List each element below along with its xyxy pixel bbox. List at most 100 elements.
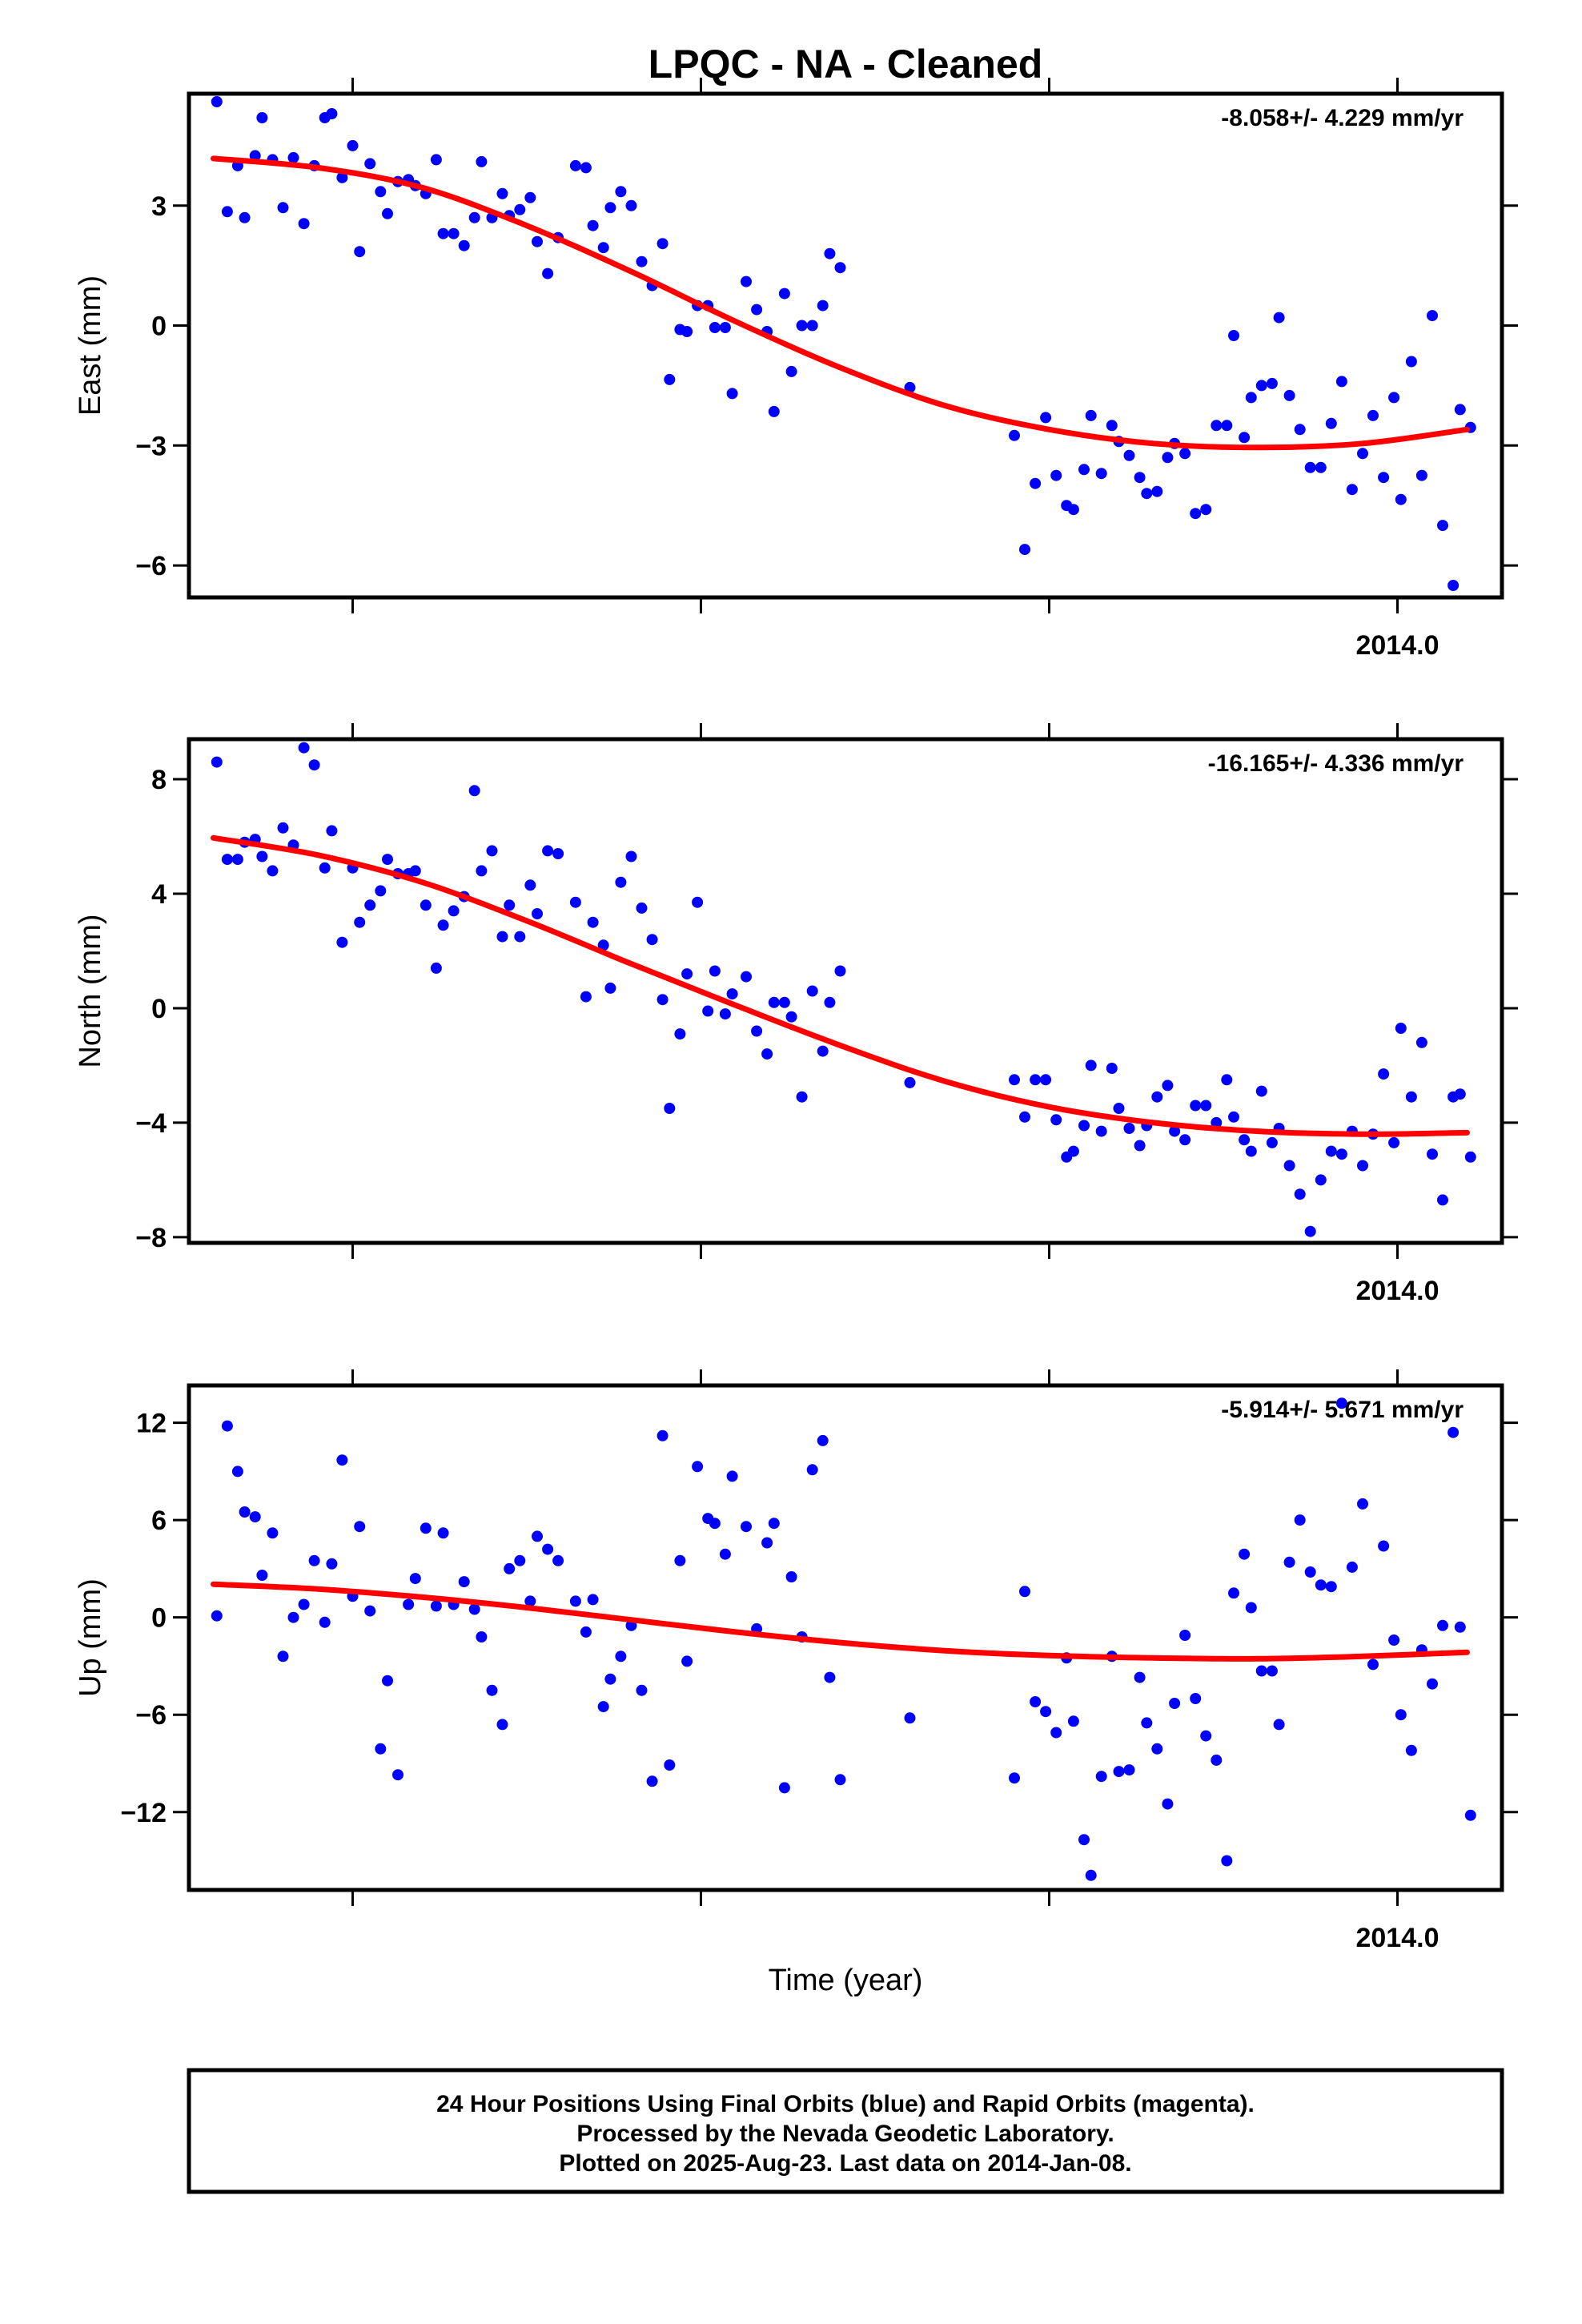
- trend-line: [211, 155, 1470, 451]
- data-point: [437, 919, 449, 931]
- data-point: [824, 247, 836, 259]
- data-point: [1405, 1744, 1417, 1756]
- data-point: [277, 822, 289, 834]
- data-point: [326, 825, 338, 837]
- data-point: [532, 908, 543, 919]
- data-point: [1141, 488, 1153, 500]
- data-point: [1427, 1678, 1438, 1690]
- trend-line: [211, 834, 1470, 1137]
- data-point: [615, 186, 627, 198]
- data-point: [569, 896, 581, 908]
- data-point: [625, 199, 637, 211]
- data-point: [1335, 376, 1347, 388]
- data-point: [587, 1594, 599, 1606]
- data-point: [1266, 377, 1278, 389]
- data-point: [1266, 1665, 1278, 1677]
- data-point: [1335, 1148, 1347, 1160]
- y-tick-label: −6: [135, 1700, 167, 1731]
- data-point: [458, 239, 470, 251]
- data-point: [468, 785, 480, 797]
- data-point: [1335, 1397, 1347, 1409]
- data-point: [1040, 1706, 1052, 1718]
- data-point: [354, 246, 366, 258]
- data-point: [552, 848, 564, 859]
- data-point: [1162, 1798, 1174, 1810]
- data-point: [587, 219, 599, 231]
- data-point: [664, 1103, 676, 1114]
- rate-annotation: -5.914+/- 5.671 mm/yr: [1221, 1397, 1464, 1423]
- data-point: [1085, 409, 1097, 421]
- data-point: [430, 1600, 442, 1612]
- data-point: [1315, 1174, 1327, 1186]
- panel-east: −6 −3 0 3 2014.0 East (mm) -8.058+/- 4.229 mm/…: [74, 78, 1518, 661]
- data-point: [1325, 1145, 1337, 1157]
- data-point: [1169, 1698, 1181, 1709]
- data-point: [817, 1434, 829, 1446]
- data-point: [336, 1454, 348, 1466]
- data-point: [636, 1684, 648, 1696]
- data-point: [1095, 1771, 1107, 1783]
- data-point: [409, 865, 421, 877]
- data-point: [256, 1570, 268, 1581]
- data-point: [211, 1610, 223, 1622]
- plot-frame: [187, 91, 1504, 600]
- data-point: [597, 242, 609, 254]
- data-point: [267, 865, 279, 877]
- data-point: [709, 1518, 721, 1530]
- data-point: [1151, 1743, 1163, 1755]
- panel-north: −8 −4 0 4 8 2014.0 North (mm) -16.165+/- 4.336 …: [74, 723, 1518, 1306]
- data-point: [486, 845, 498, 857]
- data-point: [1304, 461, 1316, 473]
- data-point: [569, 1595, 581, 1607]
- data-point: [437, 1527, 449, 1539]
- data-point: [524, 879, 536, 891]
- data-point: [587, 916, 599, 928]
- data-point: [834, 965, 846, 977]
- data-point: [514, 1554, 526, 1566]
- trend-line: [211, 1581, 1470, 1662]
- data-point: [1395, 1023, 1407, 1034]
- data-point: [524, 191, 536, 203]
- y-axis-label: Up (mm): [74, 1578, 107, 1697]
- data-point: [1221, 1074, 1233, 1086]
- data-point: [336, 171, 348, 183]
- data-point: [542, 845, 554, 857]
- data-point: [1427, 310, 1438, 322]
- data-point: [211, 96, 223, 107]
- data-point: [239, 1506, 251, 1518]
- data-point: [231, 854, 243, 866]
- data-point: [1078, 1120, 1090, 1132]
- data-point: [778, 287, 790, 300]
- data-point: [806, 1464, 818, 1476]
- data-point: [287, 1611, 299, 1623]
- data-point: [1050, 1727, 1062, 1739]
- data-point: [1283, 1160, 1295, 1172]
- data-point: [1378, 1068, 1390, 1080]
- data-point: [1009, 1772, 1020, 1784]
- y-tick-label: 3: [151, 191, 167, 222]
- data-point: [504, 899, 516, 911]
- y-tick-label: 12: [136, 1409, 167, 1439]
- data-point: [1239, 1134, 1251, 1146]
- data-point: [1228, 330, 1239, 341]
- data-point: [1123, 1123, 1135, 1134]
- y-tick-label: 0: [151, 1603, 167, 1634]
- data-point: [1162, 1080, 1174, 1092]
- data-point: [785, 1571, 797, 1582]
- data-point: [1405, 356, 1417, 368]
- data-point: [476, 865, 488, 877]
- data-point: [625, 850, 637, 862]
- data-point: [751, 1025, 763, 1037]
- data-point: [1294, 1188, 1306, 1200]
- data-point: [287, 151, 299, 163]
- y-tick-label: 0: [151, 994, 167, 1024]
- data-point: [308, 1554, 320, 1566]
- x-tick-label: 2014.0: [1355, 630, 1439, 661]
- data-point: [1200, 1100, 1212, 1112]
- data-point: [656, 238, 669, 250]
- data-point: [298, 742, 310, 754]
- data-point: [1078, 464, 1090, 476]
- data-point: [636, 902, 648, 914]
- data-point: [1415, 469, 1427, 481]
